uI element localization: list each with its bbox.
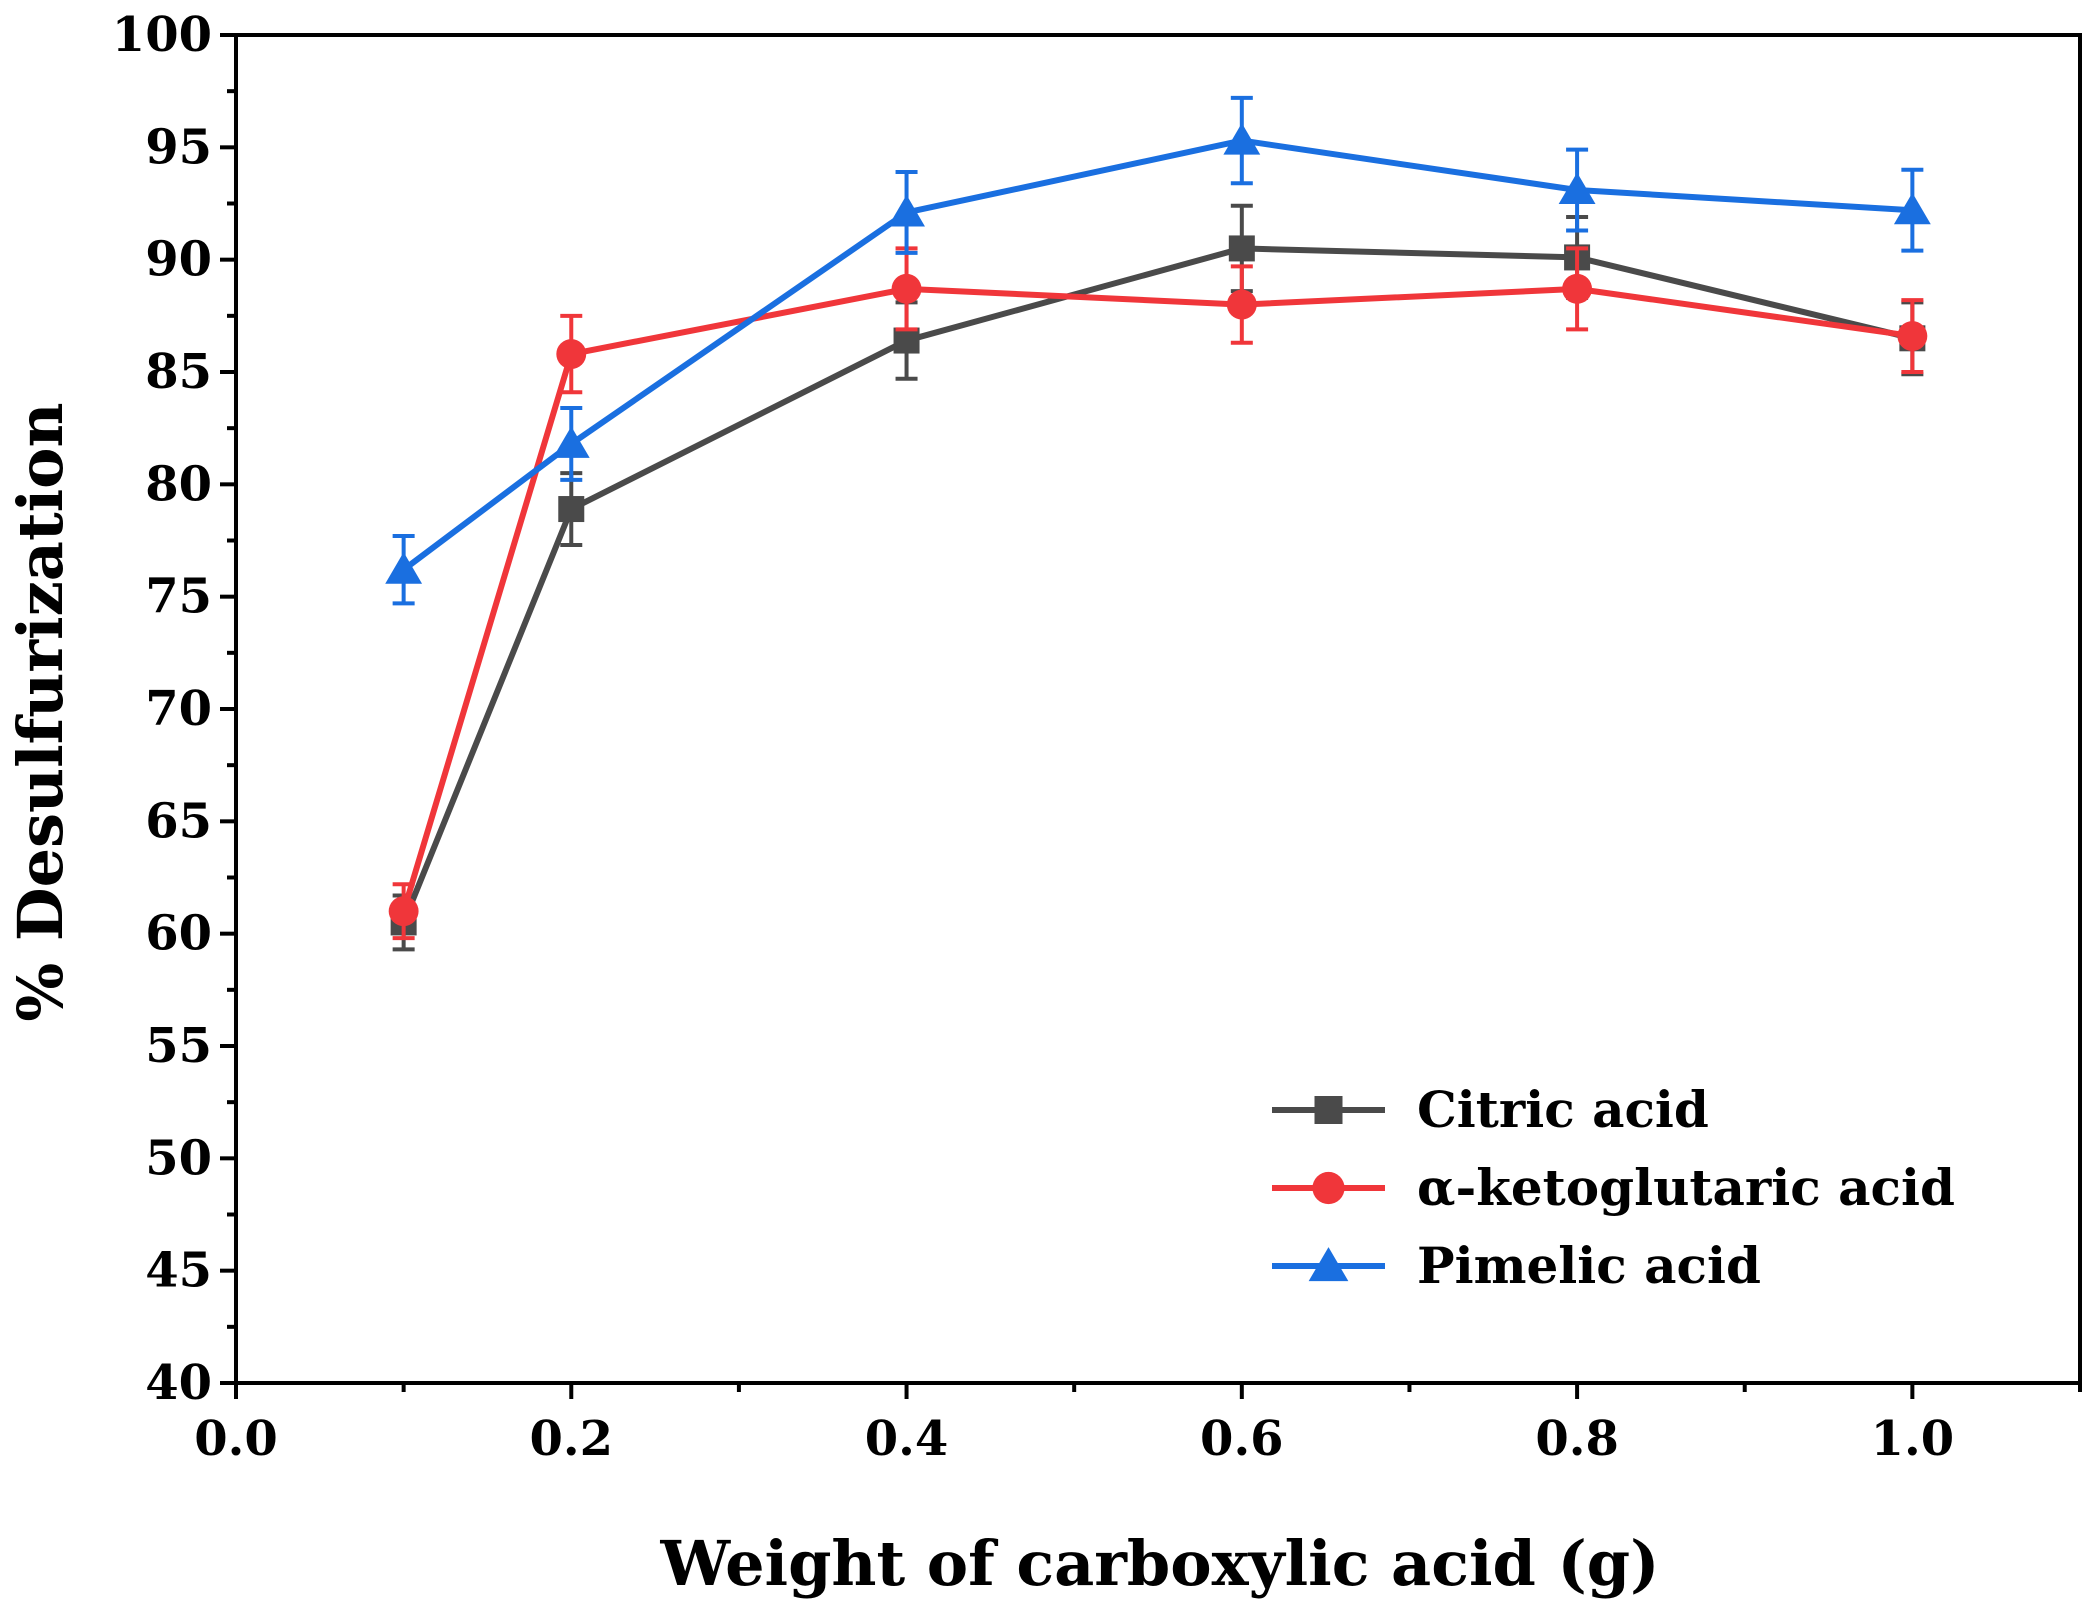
series-line xyxy=(400,285,1913,913)
data-point xyxy=(888,194,925,227)
x-tick-label: 0.8 xyxy=(1535,1411,1619,1467)
legend-marker xyxy=(1314,1096,1343,1124)
y-tick-label: 95 xyxy=(145,119,212,175)
data-point xyxy=(891,273,922,304)
data-point xyxy=(1897,321,1928,352)
legend-entry: Citric acid xyxy=(1272,1080,1709,1139)
legend-label: Pimelic acid xyxy=(1417,1236,1761,1295)
legend-marker xyxy=(1308,1247,1349,1282)
data-point xyxy=(1558,172,1596,205)
series-line xyxy=(400,245,1914,924)
series-0 xyxy=(390,203,1926,952)
legend-label: α-ketoglutaric acid xyxy=(1417,1158,1955,1217)
data-point xyxy=(1228,235,1255,262)
legend-label: Citric acid xyxy=(1417,1080,1709,1139)
series-2 xyxy=(385,95,1931,606)
legend-entry: α-ketoglutaric acid xyxy=(1272,1158,1955,1217)
y-tick-label: 80 xyxy=(145,456,212,512)
data-point xyxy=(385,552,423,584)
y-tick-label: 65 xyxy=(145,793,212,849)
data-point xyxy=(1223,123,1261,155)
x-tick-label: 0.2 xyxy=(530,1411,614,1467)
legend-marker xyxy=(1312,1171,1345,1205)
legend: Citric acid α-ketoglutaric acid Pimelic ac… xyxy=(1272,1080,1955,1295)
y-tick-label: 50 xyxy=(145,1130,212,1186)
y-axis-title: % Desulfurization xyxy=(4,402,77,1021)
data-point xyxy=(552,426,590,458)
data-point xyxy=(1893,192,1931,225)
x-axis-title: Weight of carboxylic acid (g) xyxy=(660,1527,1660,1600)
y-tick-label: 55 xyxy=(145,1018,212,1074)
y-tick-label: 75 xyxy=(145,569,212,625)
x-tick-label: 0.0 xyxy=(194,1411,278,1467)
x-tick-label: 0.6 xyxy=(1200,1411,1284,1467)
data-point xyxy=(388,896,419,927)
y-tick-label: 90 xyxy=(145,232,212,288)
x-tick-label: 0.4 xyxy=(865,1411,949,1467)
plot-area xyxy=(385,95,1931,952)
y-tick-label: 45 xyxy=(145,1243,212,1299)
x-tick-label: 1.0 xyxy=(1871,1411,1955,1467)
data-point xyxy=(558,496,585,523)
series-1 xyxy=(388,246,1928,941)
data-point xyxy=(1226,289,1257,320)
legend-entry: Pimelic acid xyxy=(1272,1236,1761,1295)
y-tick-label: 70 xyxy=(145,681,212,737)
y-tick-label: 60 xyxy=(145,906,212,962)
y-tick-label: 40 xyxy=(145,1355,212,1411)
data-point xyxy=(1562,273,1593,304)
y-tick-label: 100 xyxy=(112,7,212,63)
series-line xyxy=(401,137,1913,573)
data-point xyxy=(556,339,587,369)
y-tick-label: 85 xyxy=(145,344,212,400)
data-point xyxy=(893,327,920,354)
axes: 40 45 50 55 60 65 70 75 80 85 90 95 100 0.0 0.2 0.4 0.6 0… xyxy=(112,7,2082,1467)
